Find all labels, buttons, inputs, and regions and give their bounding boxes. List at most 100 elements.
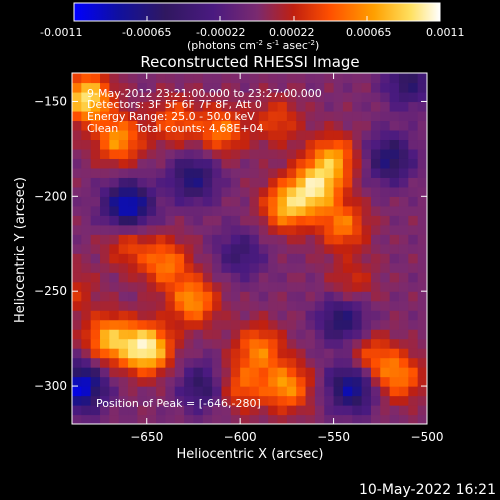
heatmap-cell: [193, 110, 204, 122]
heatmap-cell: [240, 186, 251, 197]
heatmap-cell: [296, 338, 307, 349]
heatmap-cell: [212, 338, 223, 349]
heatmap-cell: [249, 73, 260, 84]
heatmap-cell: [408, 272, 419, 283]
heatmap-cell: [128, 414, 138, 424]
heatmap-cell: [128, 395, 138, 406]
heatmap-cell: [361, 120, 372, 131]
heatmap-cell: [118, 272, 129, 283]
heatmap-cell: [156, 329, 167, 340]
heatmap-cell: [118, 262, 129, 273]
heatmap-cell: [240, 110, 251, 122]
heatmap-cell: [193, 310, 204, 321]
heatmap-cell: [156, 158, 167, 169]
heatmap-cell: [249, 376, 260, 387]
heatmap-cell: [230, 73, 241, 84]
heatmap-cell: [193, 300, 204, 311]
heatmap-cell: [249, 129, 260, 141]
heatmap-cell: [286, 139, 297, 150]
heatmap-cell: [361, 205, 372, 216]
heatmap-cell: [398, 414, 409, 424]
heatmap-cell: [352, 177, 363, 188]
heatmap-cell: [165, 120, 176, 131]
heatmap-cell: [240, 158, 251, 169]
heatmap-cell: [361, 196, 372, 207]
heatmap-cell: [352, 300, 363, 311]
heatmap-cell: [249, 139, 260, 150]
heatmap-cell: [305, 395, 316, 406]
heatmap-cell: [137, 414, 148, 424]
heatmap-cell: [296, 73, 307, 84]
heatmap-cell: [333, 186, 344, 197]
heatmap-cell: [258, 110, 269, 122]
heatmap-cell: [277, 186, 288, 197]
heatmap-cell: [352, 215, 363, 226]
heatmap-cell: [230, 386, 241, 397]
heatmap-cell: [100, 395, 110, 406]
heatmap-cell: [118, 300, 129, 311]
heatmap-cell: [146, 205, 157, 216]
heatmap-cell: [109, 139, 120, 150]
heatmap-cell: [361, 215, 372, 226]
heatmap-cell: [184, 319, 195, 330]
heatmap-cell: [118, 329, 129, 340]
heatmap-cell: [221, 139, 232, 150]
heatmap-cell: [193, 367, 204, 378]
heatmap-cell: [137, 319, 148, 330]
plot-frame: [71, 72, 428, 425]
heatmap-cell: [314, 186, 325, 197]
heatmap-cell: [109, 186, 120, 197]
heatmap-cell: [90, 139, 101, 150]
heatmap-cell: [146, 91, 157, 103]
heatmap-cell: [165, 414, 176, 424]
heatmap-cell: [146, 272, 157, 283]
heatmap-cell: [221, 319, 232, 330]
heatmap-cell: [408, 120, 419, 131]
heatmap-cell: [417, 129, 427, 141]
heatmap-cell: [408, 158, 419, 169]
heatmap-cell: [249, 310, 260, 321]
heatmap-cell: [137, 367, 148, 378]
heatmap-cell: [72, 405, 82, 416]
heatmap-cell: [398, 215, 409, 226]
heatmap-cell: [165, 329, 176, 340]
heatmap-cell: [277, 310, 288, 321]
heatmap-cell: [249, 253, 260, 264]
heatmap-cell: [277, 129, 288, 141]
heatmap-cell: [128, 405, 138, 416]
heatmap-cell: [305, 310, 316, 321]
heatmap-cell: [258, 186, 269, 197]
heatmap-cell: [398, 205, 409, 216]
heatmap-cell: [324, 395, 335, 406]
heatmap-cell: [258, 386, 269, 397]
heatmap-cell: [342, 291, 353, 302]
heatmap-cell: [352, 395, 363, 406]
heatmap-cell: [361, 348, 372, 359]
heatmap-cell: [398, 405, 409, 416]
heatmap-cell: [333, 300, 344, 311]
heatmap-cell: [389, 272, 400, 283]
heatmap-cell: [137, 73, 148, 84]
heatmap-cell: [249, 414, 260, 424]
heatmap-cell: [174, 338, 185, 349]
heatmap-cell: [165, 243, 176, 254]
heatmap-cell: [286, 243, 297, 254]
heatmap-cell: [240, 310, 251, 321]
heatmap-cell: [193, 395, 204, 406]
heatmap-cell: [212, 224, 223, 235]
heatmap-cell: [174, 243, 185, 254]
heatmap-cell: [389, 158, 400, 169]
heatmap-cell: [258, 139, 269, 150]
heatmap-cell: [324, 73, 335, 84]
heatmap-cell: [221, 196, 232, 207]
heatmap-cell: [389, 310, 400, 321]
heatmap-cell: [408, 129, 419, 141]
heatmap-cell: [221, 376, 232, 387]
heatmap-cell: [324, 272, 335, 283]
heatmap-cell: [156, 215, 167, 226]
heatmap-cell: [408, 348, 419, 359]
heatmap-cell: [408, 234, 419, 245]
heatmap-cell: [408, 338, 419, 349]
heatmap-cell: [128, 281, 138, 292]
heatmap-cell: [193, 243, 204, 254]
